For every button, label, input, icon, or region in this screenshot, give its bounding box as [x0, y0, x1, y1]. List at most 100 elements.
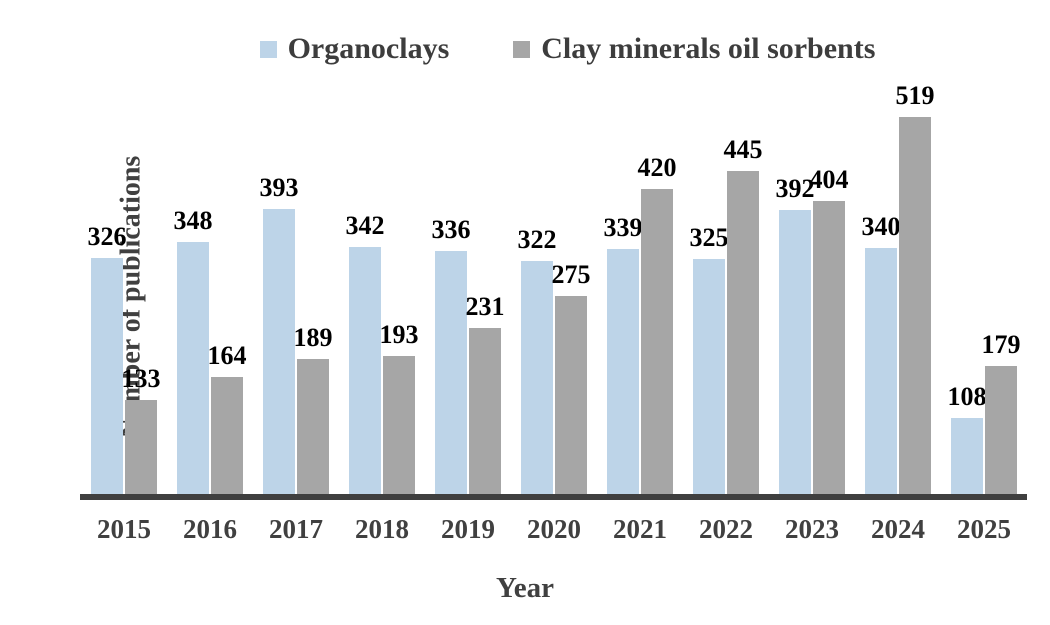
bar-wrap-organoclays-2024: 340: [862, 117, 901, 497]
bar-group-2019: 336 231: [432, 117, 505, 497]
bar-wrap-clay-minerals-oil-sorbents-2021: 420: [638, 117, 677, 497]
bar-organoclays-2018: [349, 247, 381, 497]
bar-value-label-organoclays-2022: 325: [689, 223, 729, 252]
bar-organoclays-2024: [865, 248, 897, 497]
bar-value-label-organoclays-2016: 348: [173, 206, 213, 235]
bar-value-label-organoclays-2017: 393: [259, 173, 299, 202]
bar-value-label-clay-minerals-oil-sorbents-2019: 231: [465, 292, 505, 321]
bar-clay-minerals-oil-sorbents-2016: [211, 377, 243, 497]
bar-wrap-organoclays-2022: 325: [690, 117, 729, 497]
bar-organoclays-2016: [177, 242, 209, 497]
bar-wrap-clay-minerals-oil-sorbents-2022: 445: [724, 117, 763, 497]
bar-organoclays-2023: [779, 210, 811, 497]
bar-organoclays-2019: [435, 251, 467, 497]
x-tick-2018: 2018: [355, 514, 409, 544]
bar-wrap-organoclays-2015: 326: [88, 117, 127, 497]
bar-wrap-organoclays-2018: 342: [346, 117, 385, 497]
bar-group-2024: 340 519: [862, 83, 935, 497]
bar-value-label-organoclays-2015: 326: [87, 222, 127, 251]
bar-wrap-clay-minerals-oil-sorbents-2017: 189: [294, 117, 333, 497]
bar-wrap-organoclays-2023: 392: [776, 117, 815, 497]
plot-area: 326 133 348 164 393 189 342 193 336 231 322 275 339 4…: [88, 83, 1021, 497]
bar-wrap-clay-minerals-oil-sorbents-2020: 275: [552, 117, 591, 497]
bar-value-label-organoclays-2025: 108: [947, 382, 987, 411]
x-tick-2015: 2015: [97, 514, 151, 544]
bar-clay-minerals-oil-sorbents-2024: [899, 117, 931, 497]
bar-group-2023: 392 404: [776, 117, 849, 497]
bar-wrap-organoclays-2019: 336: [432, 117, 471, 497]
legend-label-organoclays: Organoclays: [287, 32, 450, 65]
bar-wrap-clay-minerals-oil-sorbents-2024: 519: [896, 83, 935, 497]
bar-wrap-clay-minerals-oil-sorbents-2023: 404: [810, 117, 849, 497]
bar-group-2018: 342 193: [346, 117, 419, 497]
bar-organoclays-2015: [91, 258, 123, 497]
bar-organoclays-2021: [607, 249, 639, 497]
bar-clay-minerals-oil-sorbents-2018: [383, 356, 415, 497]
x-axis-tick-labels: 2015 2016 2017 2018 2019 2020 2021 2022 2023 2024…: [91, 514, 1017, 545]
bar-group-2016: 348 164: [174, 117, 247, 497]
bar-value-label-clay-minerals-oil-sorbents-2015: 133: [121, 364, 161, 393]
bar-wrap-organoclays-2021: 339: [604, 117, 643, 497]
x-tick-2016: 2016: [183, 514, 237, 544]
x-tick-2025: 2025: [957, 514, 1011, 544]
x-tick-2020: 2020: [527, 514, 581, 544]
bar-value-label-clay-minerals-oil-sorbents-2023: 404: [809, 165, 849, 194]
bar-wrap-clay-minerals-oil-sorbents-2015: 133: [122, 117, 161, 497]
bar-value-label-clay-minerals-oil-sorbents-2022: 445: [723, 135, 763, 164]
bar-clay-minerals-oil-sorbents-2015: [125, 400, 157, 497]
bar-value-label-clay-minerals-oil-sorbents-2020: 275: [551, 260, 591, 289]
bar-wrap-clay-minerals-oil-sorbents-2016: 164: [208, 117, 247, 497]
bar-clay-minerals-oil-sorbents-2023: [813, 201, 845, 497]
x-tick-2024: 2024: [871, 514, 925, 544]
bar-value-label-organoclays-2023: 392: [775, 174, 815, 203]
bar-clay-minerals-oil-sorbents-2025: [985, 366, 1017, 497]
bar-group-2017: 393 189: [260, 117, 333, 497]
x-axis-line: [80, 494, 1027, 500]
bar-wrap-organoclays-2016: 348: [174, 117, 213, 497]
x-tick-2019: 2019: [441, 514, 495, 544]
bar-value-label-clay-minerals-oil-sorbents-2018: 193: [379, 320, 419, 349]
bar-group-2015: 326 133: [88, 117, 161, 497]
bar-group-2022: 325 445: [690, 117, 763, 497]
bar-wrap-clay-minerals-oil-sorbents-2019: 231: [466, 117, 505, 497]
x-axis-title: Year: [496, 572, 554, 604]
bar-clay-minerals-oil-sorbents-2020: [555, 296, 587, 497]
bar-group-2025: 108 179: [948, 117, 1021, 497]
bar-clay-minerals-oil-sorbents-2021: [641, 189, 673, 497]
bar-organoclays-2020: [521, 261, 553, 497]
bar-organoclays-2025: [951, 418, 983, 497]
x-tick-2023: 2023: [785, 514, 839, 544]
legend-label-clay-sorbents: Clay minerals oil sorbents: [541, 32, 876, 65]
bar-clay-minerals-oil-sorbents-2019: [469, 328, 501, 497]
bar-value-label-clay-minerals-oil-sorbents-2025: 179: [981, 330, 1021, 359]
bar-value-label-organoclays-2021: 339: [603, 213, 643, 242]
bar-wrap-organoclays-2020: 322: [518, 117, 557, 497]
bar-wrap-organoclays-2025: 108: [948, 117, 987, 497]
bar-organoclays-2017: [263, 209, 295, 497]
bar-wrap-clay-minerals-oil-sorbents-2018: 193: [380, 117, 419, 497]
bar-value-label-clay-minerals-oil-sorbents-2017: 189: [293, 323, 333, 352]
bar-value-label-organoclays-2019: 336: [431, 215, 471, 244]
legend-item-clay-sorbents: Clay minerals oil sorbents: [513, 32, 875, 66]
bar-group-2020: 322 275: [518, 117, 591, 497]
bar-clay-minerals-oil-sorbents-2022: [727, 171, 759, 497]
legend-swatch-clay-sorbents-icon: [513, 40, 531, 58]
chart-legend: Organoclays Clay minerals oil sorbents: [85, 32, 1050, 66]
legend-swatch-organoclays-icon: [259, 40, 277, 58]
x-tick-2017: 2017: [269, 514, 323, 544]
bar-wrap-organoclays-2017: 393: [260, 117, 299, 497]
bar-value-label-organoclays-2018: 342: [345, 211, 385, 240]
bar-value-label-clay-minerals-oil-sorbents-2016: 164: [207, 341, 247, 370]
bar-value-label-clay-minerals-oil-sorbents-2021: 420: [637, 153, 677, 182]
bar-value-label-organoclays-2020: 322: [517, 225, 557, 254]
bar-group-2021: 339 420: [604, 117, 677, 497]
bar-value-label-clay-minerals-oil-sorbents-2024: 519: [895, 81, 935, 110]
bar-wrap-clay-minerals-oil-sorbents-2025: 179: [982, 117, 1021, 497]
bar-organoclays-2022: [693, 259, 725, 497]
x-tick-2022: 2022: [699, 514, 753, 544]
bar-clay-minerals-oil-sorbents-2017: [297, 359, 329, 497]
bar-value-label-organoclays-2024: 340: [861, 212, 901, 241]
x-tick-2021: 2021: [613, 514, 667, 544]
legend-item-organoclays: Organoclays: [259, 32, 450, 66]
